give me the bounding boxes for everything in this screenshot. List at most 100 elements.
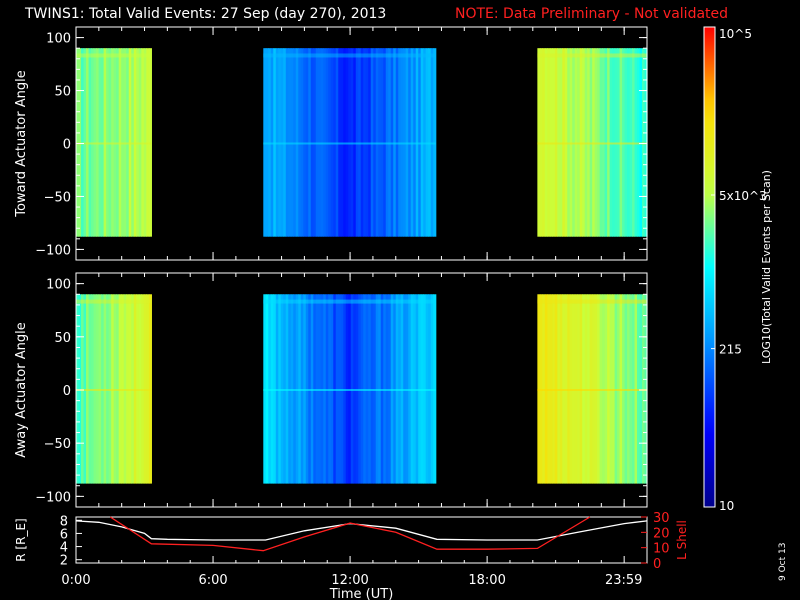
heatmap-cell <box>398 294 402 484</box>
heatmap-cell <box>295 48 299 237</box>
heatmap-band <box>537 53 647 58</box>
heatmap-cell <box>128 294 132 484</box>
heatmap-cell <box>569 294 573 484</box>
y-tick-label: −50 <box>44 190 71 205</box>
heatmap-cell <box>547 48 551 237</box>
heatmap-cell <box>350 294 354 484</box>
heatmap-cell <box>340 294 344 484</box>
x-tick-label: 6:00 <box>198 573 227 588</box>
radius-series-line <box>75 520 648 541</box>
heatmap-cell <box>619 48 623 237</box>
orbit-frame <box>75 516 648 564</box>
heatmap-cell <box>81 294 85 484</box>
heatmap-cell <box>629 294 633 484</box>
heatmap-cell <box>358 48 362 237</box>
heatmap-cell <box>564 48 568 237</box>
heatmap-cell <box>627 48 631 237</box>
heatmap-cell <box>420 294 424 484</box>
y-tick-label: 50 <box>54 331 71 346</box>
heatmap-cell <box>275 48 279 237</box>
heatmap-cell <box>634 48 638 237</box>
heatmap-cell <box>288 294 292 484</box>
heatmap-cell <box>283 294 287 484</box>
heatmap-cell <box>423 48 427 237</box>
heatmap-cell <box>584 48 588 237</box>
heatmap-cell <box>133 294 137 484</box>
heatmap-cell <box>335 294 339 484</box>
heatmap-cell <box>310 48 314 237</box>
heatmap-segment <box>76 48 152 237</box>
heatmap-cell <box>579 48 583 237</box>
heatmap-cell <box>123 48 127 237</box>
heatmap-cell <box>118 48 122 237</box>
heatmap-cell <box>363 48 367 237</box>
heatmap-cell <box>433 48 437 237</box>
heatmap-cell <box>637 294 641 484</box>
heatmap-cell <box>118 294 122 484</box>
heatmap-cell <box>587 294 591 484</box>
x-tick-label: 23:59 <box>605 573 642 588</box>
heatmap-cell <box>552 48 556 237</box>
heatmap-cell <box>554 48 558 237</box>
heatmap-cell <box>106 48 110 237</box>
heatmap-cell <box>305 48 309 237</box>
heatmap-cell <box>76 294 80 484</box>
heatmap-cell <box>395 294 399 484</box>
heatmap-cell <box>325 48 329 237</box>
heatmap-cell <box>562 48 566 237</box>
y-tick-label: −50 <box>44 437 71 452</box>
heatmap-cell <box>285 48 289 237</box>
heatmap-cell <box>91 48 95 237</box>
heatmap-cell <box>574 294 578 484</box>
heatmap-cell <box>559 48 563 237</box>
heatmap-band <box>76 53 152 58</box>
heatmap-cell <box>403 48 407 237</box>
heatmap-cell <box>148 48 152 237</box>
heatmap-cell <box>413 48 417 237</box>
heatmap-cell <box>278 294 282 484</box>
y-tick-label: 50 <box>54 85 71 100</box>
heatmap-cell <box>385 294 389 484</box>
heatmap-band <box>263 53 436 58</box>
heatmap-cell <box>300 294 304 484</box>
heatmap-cell <box>318 48 322 237</box>
heatmap-cell <box>597 48 601 237</box>
heatmap-cell <box>273 294 277 484</box>
heatmap-cell <box>360 294 364 484</box>
heatmap-cell <box>614 294 618 484</box>
heatmap-cell <box>602 48 606 237</box>
away-panel: 100 50 0 −50 −100 Away Actuator Angle <box>14 272 648 508</box>
heatmap-band <box>537 299 647 304</box>
heatmap-cell <box>373 294 377 484</box>
heatmap-cell <box>624 48 628 237</box>
heatmap-cell <box>113 294 117 484</box>
heatmap-cell <box>612 294 616 484</box>
heatmap-cell <box>268 48 272 237</box>
heatmap-segment <box>263 48 437 237</box>
heatmap-cell <box>338 48 342 237</box>
heatmap-cell <box>639 48 643 237</box>
heatmap-cell <box>599 294 603 484</box>
heatmap-cell <box>101 294 105 484</box>
heatmap-cell <box>93 294 97 484</box>
heatmap-cell <box>549 294 553 484</box>
heatmap-cell <box>323 294 327 484</box>
heatmap-cell <box>383 48 387 237</box>
heatmap-cell <box>365 48 369 237</box>
heatmap-cell <box>378 48 382 237</box>
heatmap-segment <box>76 294 152 484</box>
heatmap-cell <box>83 48 87 237</box>
heatmap-cell <box>300 48 304 237</box>
heatmap-cell <box>265 294 269 484</box>
y-tick-label: 0 <box>63 384 71 399</box>
date-stamp: 9 Oct 13 <box>778 542 788 581</box>
right-y-tick-label: 20 <box>653 526 670 541</box>
heatmap-cell <box>385 48 389 237</box>
heatmap-cell <box>348 48 352 237</box>
heatmap-cell <box>537 48 541 237</box>
heatmap-cell <box>368 48 372 237</box>
heatmap-cell <box>642 294 646 484</box>
colorbar-label: LOG10(Total Valid Events per Scan) <box>760 170 773 364</box>
heatmap-cell <box>285 294 289 484</box>
